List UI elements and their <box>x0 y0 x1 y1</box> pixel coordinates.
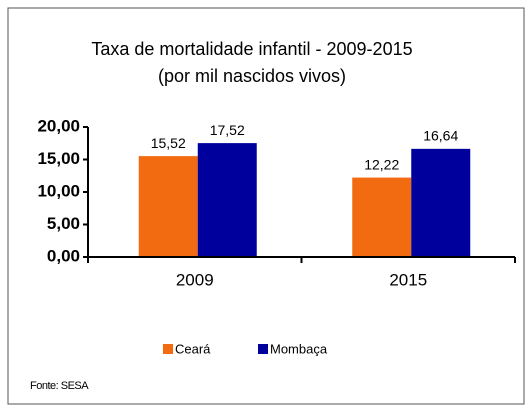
bar <box>138 156 198 257</box>
x-tick-label: 2009 <box>176 270 214 289</box>
chart-subtitle: (por mil nascidos vivos) <box>158 66 346 86</box>
y-tick-label: 5,00 <box>47 214 80 233</box>
chart-title: Taxa de mortalidade infantil - 2009-2015 <box>91 39 412 59</box>
legend-swatch <box>163 344 173 354</box>
bar <box>197 143 257 257</box>
data-label: 16,64 <box>423 128 458 144</box>
data-label: 15,52 <box>151 135 186 151</box>
bar <box>352 177 412 257</box>
y-tick-label: 0,00 <box>47 246 80 265</box>
legend-label: Mombaça <box>270 341 328 356</box>
data-label: 17,52 <box>210 122 245 138</box>
y-tick-label: 20,00 <box>37 116 80 135</box>
data-label: 12,22 <box>364 156 399 172</box>
bar <box>411 148 471 257</box>
legend-label: Ceará <box>175 341 211 356</box>
source: Fonte: SESA <box>30 380 89 392</box>
y-tick-label: 10,00 <box>37 181 80 200</box>
x-tick-label: 2015 <box>389 270 427 289</box>
legend-swatch <box>258 344 268 354</box>
y-tick-label: 15,00 <box>37 149 80 168</box>
